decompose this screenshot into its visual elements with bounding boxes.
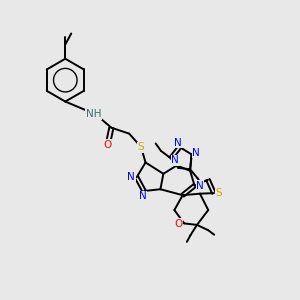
Text: N: N [139, 191, 146, 201]
Text: N: N [174, 138, 182, 148]
Text: NH: NH [86, 109, 101, 119]
Text: O: O [104, 140, 112, 150]
Text: S: S [138, 142, 144, 152]
Text: N: N [128, 172, 135, 182]
Text: N: N [171, 155, 179, 165]
Text: S: S [215, 188, 222, 198]
Text: N: N [196, 181, 204, 191]
Text: O: O [175, 219, 183, 229]
Text: N: N [192, 148, 200, 158]
